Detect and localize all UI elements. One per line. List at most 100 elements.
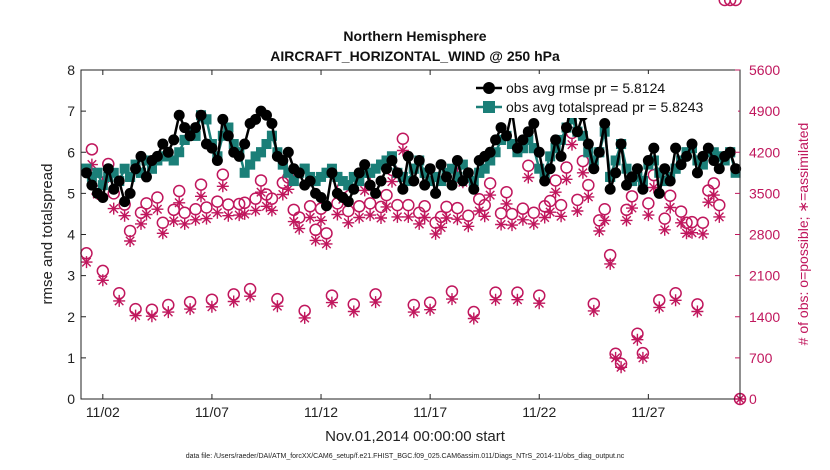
rmse-point bbox=[697, 150, 709, 162]
assimilated-obs-point bbox=[369, 296, 382, 309]
assimilated-obs-point bbox=[647, 181, 660, 194]
assimilated-obs-point bbox=[495, 218, 508, 231]
y2-tick-label: 3500 bbox=[749, 185, 780, 201]
rmse-point bbox=[501, 130, 513, 142]
rmse-point bbox=[691, 167, 703, 179]
rmse-point bbox=[315, 191, 327, 203]
legend-label-spread: obs avg totalspread pr = 5.8243 bbox=[506, 99, 704, 115]
assimilated-obs-point bbox=[473, 205, 486, 217]
spread-point bbox=[452, 171, 463, 182]
rmse-point bbox=[80, 167, 92, 179]
assimilated-obs-point bbox=[626, 202, 638, 215]
rmse-point bbox=[97, 191, 109, 203]
y-tick-label: 2 bbox=[67, 309, 75, 325]
spread-point bbox=[332, 171, 343, 182]
rmse-point bbox=[490, 134, 502, 146]
possible-obs-point bbox=[625, 190, 639, 203]
rmse-point bbox=[615, 138, 627, 150]
assimilated-obs-point bbox=[173, 196, 186, 209]
assimilated-obs-point bbox=[664, 201, 677, 214]
assimilated-obs-point bbox=[446, 293, 458, 306]
spread-point bbox=[354, 176, 365, 187]
y-tick-label: 1 bbox=[67, 350, 75, 366]
assimilated-obs-point bbox=[205, 300, 218, 313]
assimilated-obs-point bbox=[636, 351, 649, 364]
rmse-point bbox=[364, 179, 376, 191]
spread-point bbox=[168, 155, 179, 166]
spread-point bbox=[201, 114, 212, 125]
assimilated-obs-point bbox=[129, 309, 142, 322]
assimilated-obs-point bbox=[555, 210, 568, 223]
spread-point bbox=[468, 176, 479, 187]
spread-point bbox=[692, 155, 703, 166]
possible-obs-point bbox=[254, 174, 268, 187]
legend-box bbox=[476, 74, 738, 118]
assimilated-obs-point bbox=[233, 209, 246, 222]
assimilated-obs-point bbox=[691, 305, 704, 318]
assimilated-obs-point bbox=[429, 227, 442, 240]
rmse-point bbox=[468, 183, 480, 195]
x-tick-label: 11/02 bbox=[86, 404, 120, 420]
spread-point bbox=[528, 143, 539, 154]
x-tick-label: 11/07 bbox=[195, 404, 229, 420]
possible-obs-point bbox=[402, 198, 415, 212]
rmse-point bbox=[140, 171, 152, 183]
spread-point bbox=[550, 143, 561, 154]
rmse-point bbox=[724, 146, 736, 158]
rmse-point bbox=[320, 200, 332, 212]
rmse-point bbox=[195, 109, 207, 121]
spread-point bbox=[436, 176, 447, 187]
rmse-series bbox=[80, 97, 742, 212]
spread-point bbox=[125, 171, 136, 182]
possible-obs-point bbox=[582, 178, 595, 192]
rmse-point bbox=[659, 163, 671, 175]
assimilated-obs-point bbox=[107, 202, 120, 215]
assimilated-obs-point bbox=[669, 294, 682, 307]
assimilated-obs-point bbox=[707, 189, 720, 202]
obs-count-series bbox=[81, 0, 747, 406]
rmse-point bbox=[648, 142, 660, 154]
assimilated-obs-point bbox=[462, 220, 475, 233]
assimilated-obs-point bbox=[587, 304, 600, 317]
assimilated-obs-point bbox=[249, 204, 262, 217]
spread-point bbox=[283, 167, 294, 178]
spread-point bbox=[485, 155, 496, 166]
chart-title: Northern Hemisphere bbox=[343, 28, 486, 44]
assimilated-obs-point bbox=[451, 213, 464, 226]
rmse-point bbox=[162, 146, 174, 158]
rmse-point bbox=[206, 142, 218, 154]
rmse-point bbox=[217, 113, 229, 125]
y2-tick-label: 4900 bbox=[749, 103, 780, 119]
rmse-point bbox=[550, 134, 562, 146]
rmse-point bbox=[326, 167, 338, 179]
possible-obs-point bbox=[216, 168, 230, 181]
rmse-point bbox=[424, 163, 436, 175]
assimilated-obs-point bbox=[227, 295, 240, 308]
assimilated-obs-point bbox=[304, 211, 317, 224]
x-tick-label: 11/12 bbox=[304, 404, 338, 420]
rmse-point bbox=[179, 122, 191, 134]
assimilated-obs-point bbox=[282, 183, 295, 196]
spread-point bbox=[419, 167, 430, 178]
rmse-point bbox=[588, 163, 600, 175]
possible-obs-point bbox=[729, 0, 742, 7]
assimilated-obs-point bbox=[418, 211, 431, 224]
rmse-point bbox=[86, 179, 98, 191]
y2-tick-label: 700 bbox=[749, 350, 773, 366]
spread-point bbox=[103, 171, 114, 182]
assimilated-obs-point bbox=[642, 209, 655, 222]
spread-point bbox=[539, 167, 550, 178]
rmse-point bbox=[260, 109, 272, 121]
possible-obs-point bbox=[194, 178, 208, 191]
rmse-point bbox=[190, 122, 202, 134]
rmse-point bbox=[402, 150, 414, 162]
rmse-point bbox=[277, 154, 289, 166]
spread-point bbox=[654, 167, 665, 178]
assimilated-obs-point bbox=[309, 234, 322, 247]
rmse-point bbox=[119, 196, 131, 208]
assimilated-obs-point bbox=[293, 222, 306, 235]
x-axis-label: Nov.01,2014 00:00:00 start bbox=[325, 428, 506, 445]
rmse-point bbox=[702, 142, 714, 154]
possible-obs-point bbox=[172, 184, 186, 198]
assimilated-obs-point bbox=[489, 293, 502, 306]
